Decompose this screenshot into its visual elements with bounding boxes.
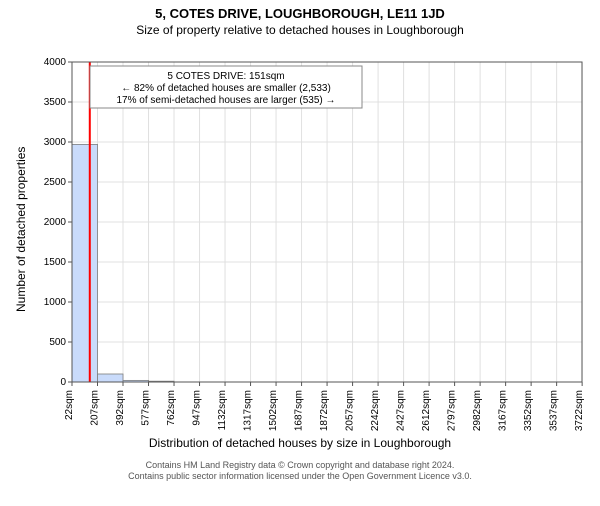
annotation-line-3: 17% of semi-detached houses are larger (… — [116, 95, 335, 106]
y-tick-label: 2000 — [44, 217, 67, 228]
x-tick-label: 3537sqm — [549, 390, 560, 431]
y-tick-label: 0 — [60, 377, 66, 388]
x-tick-label: 2982sqm — [472, 390, 483, 431]
x-tick-label: 1502sqm — [268, 390, 279, 431]
x-tick-label: 1132sqm — [217, 390, 228, 430]
x-tick-label: 3167sqm — [498, 390, 509, 431]
x-tick-label: 1872sqm — [319, 390, 330, 431]
x-tick-label: 1687sqm — [294, 390, 305, 431]
x-tick-label: 2427sqm — [396, 390, 407, 431]
y-tick-label: 1500 — [44, 257, 67, 268]
x-axis-label: Distribution of detached houses by size … — [0, 436, 600, 450]
y-tick-label: 3500 — [44, 97, 67, 108]
footer-line-2: Contains public sector information licen… — [0, 471, 600, 482]
x-tick-label: 207sqm — [90, 390, 101, 426]
x-tick-label: 3722sqm — [574, 390, 585, 431]
annotation-line-2: ← 82% of detached houses are smaller (2,… — [121, 83, 331, 94]
histogram-bar — [98, 374, 124, 382]
y-tick-label: 500 — [49, 337, 66, 348]
histogram-plot: 0 500 1000 1500 2000 2500 3000 3500 4000 22sqm 207… — [0, 6, 600, 506]
x-tick-label: 3352sqm — [523, 390, 534, 431]
y-tick-label: 4000 — [44, 57, 67, 68]
x-tick-label: 2242sqm — [370, 390, 381, 431]
x-tick-label: 577sqm — [141, 390, 152, 426]
y-tick-label: 1000 — [44, 297, 67, 308]
x-tick-label: 2797sqm — [447, 390, 458, 431]
annotation-line-1: 5 COTES DRIVE: 151sqm — [167, 71, 284, 82]
x-tick-label: 392sqm — [115, 390, 126, 426]
attribution-footer: Contains HM Land Registry data © Crown c… — [0, 460, 600, 482]
x-tick-label: 22sqm — [64, 390, 75, 420]
x-tick-label: 762sqm — [166, 390, 177, 426]
footer-line-1: Contains HM Land Registry data © Crown c… — [0, 460, 600, 471]
chart-container: 5, COTES DRIVE, LOUGHBOROUGH, LE11 1JD S… — [0, 6, 600, 506]
x-tick-label: 2057sqm — [345, 390, 356, 431]
y-tick-label: 2500 — [44, 177, 67, 188]
x-tick-label: 2612sqm — [421, 390, 432, 431]
y-tick-label: 3000 — [44, 137, 67, 148]
histogram-bar — [72, 144, 98, 382]
x-tick-label: 1317sqm — [243, 390, 254, 431]
x-tick-label: 947sqm — [192, 390, 203, 426]
